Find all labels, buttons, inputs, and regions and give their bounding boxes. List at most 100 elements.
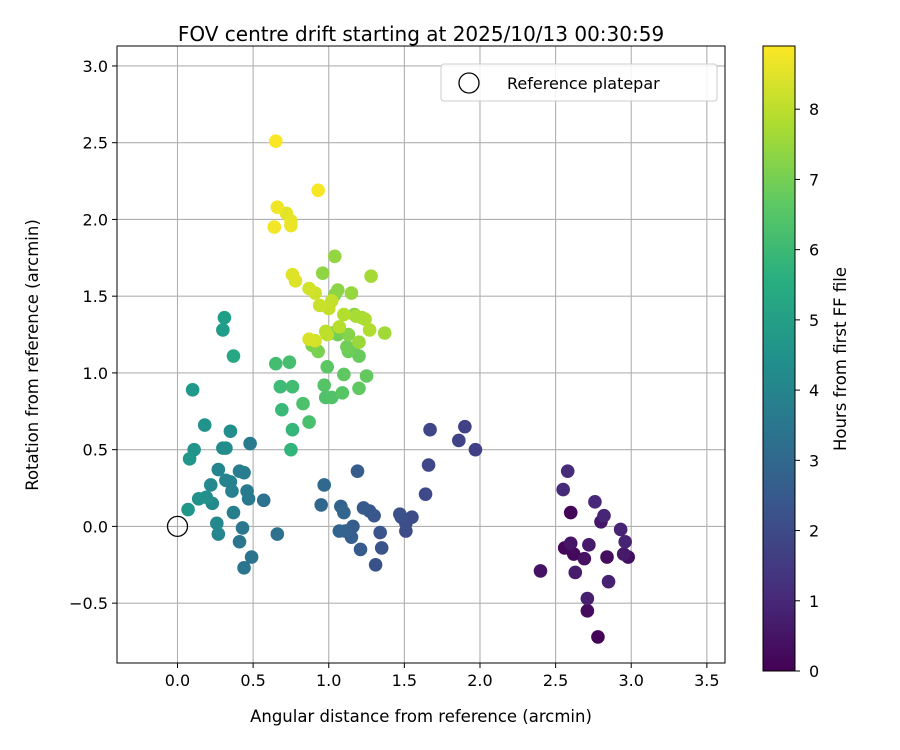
data-point [270,527,285,541]
data-point [244,550,259,564]
data-point [327,249,342,264]
data-point [275,402,289,417]
data-point [597,508,611,523]
colorbar-gradient [762,45,796,672]
data-point [458,419,472,434]
data-point [232,534,247,549]
data-point [350,464,365,478]
data-point [302,415,316,429]
colorbar-tick-label: 8 [809,100,819,119]
data-point [317,478,332,492]
data-point [352,335,366,350]
data-point [284,218,298,233]
data-point [341,327,356,342]
grid [117,46,725,663]
data-point [256,493,271,508]
legend-entry: Reference platepar [507,74,660,93]
data-point [302,281,316,296]
data-point [568,565,583,580]
data-point [356,501,371,515]
y-tick-label: 1.5 [83,287,108,306]
y-tick-label: 2.5 [83,134,108,153]
data-point [219,441,233,455]
data-point [311,183,325,198]
data-point [267,220,282,234]
data-point [600,550,614,564]
reference-marker [166,515,189,538]
y-tick-label: 3.0 [83,57,108,76]
data-point [285,379,300,394]
data-point [217,310,232,325]
data-point [331,283,345,297]
y-tick-label: 0.5 [83,441,108,460]
data-point [216,323,230,337]
colorbar: 0 1 2 3 4 5 6 7 8 Hours from first FF file [762,45,850,681]
data-point [368,557,383,572]
y-axis-ticks: −0.5 0.0 0.5 1.0 1.5 2.0 2.5 3.0 [69,57,117,613]
data-point [273,379,288,394]
data-point [314,498,328,512]
data-point [563,505,578,520]
y-tick-label: 0.0 [83,517,108,536]
x-axis-ticks: 0.0 0.5 1.0 1.5 2.0 2.5 3.0 3.5 [165,663,720,690]
x-tick-label: 2.0 [467,671,492,690]
data-point [312,298,327,313]
data-point [362,323,377,337]
data-point [197,418,212,432]
data-point [563,536,578,551]
data-point [235,521,250,535]
y-tick-label: 2.0 [83,210,108,229]
data-point [353,542,368,557]
data-point [556,482,570,497]
data-point [223,424,238,439]
reference-point [166,515,189,538]
data-point [219,473,233,488]
data-point [359,369,374,383]
data-point [332,524,347,538]
data-point [580,604,595,618]
data-point [285,267,300,282]
legend: Reference platepar [440,63,718,102]
data-point [270,200,285,214]
colorbar-tick-label: 4 [809,381,819,400]
y-axis-label: Rotation from reference (arcmin) [23,219,42,491]
data-point [285,422,300,437]
colorbar-tick-label: 1 [809,592,819,611]
data-point [580,591,595,606]
y-tick-label: −0.5 [69,594,108,613]
data-point [232,464,247,478]
colorbar-tick-label: 5 [809,311,819,330]
x-tick-label: 0.5 [240,671,265,690]
data-point [211,527,226,541]
data-point [226,505,241,520]
x-tick-label: 0.0 [165,671,190,690]
data-point [335,386,350,400]
data-point [324,390,339,405]
data-point [269,134,283,148]
data-point [337,367,351,382]
data-point [320,327,335,342]
legend-marker-icon [458,72,480,94]
data-point [182,452,197,466]
colorbar-tick-label: 2 [809,522,819,541]
data-point [452,433,466,448]
data-point [591,630,605,644]
colorbar-tick-label: 6 [809,241,819,260]
data-point [237,561,251,575]
data-point [340,340,354,354]
data-point [364,269,378,284]
data-point [185,383,200,397]
y-tick-label: 1.0 [83,364,108,383]
colorbar-tick-label: 0 [809,662,819,681]
data-point [393,507,407,521]
data-point [269,356,283,371]
data-point [577,551,592,566]
data-point [613,522,628,537]
data-point [616,547,631,561]
x-tick-label: 1.0 [316,671,341,690]
colorbar-ticks: 0 1 2 3 4 5 6 7 8 [795,100,819,681]
data-point [618,534,632,549]
colorbar-label: Hours from first FF file [831,267,850,451]
data-point [423,422,437,437]
